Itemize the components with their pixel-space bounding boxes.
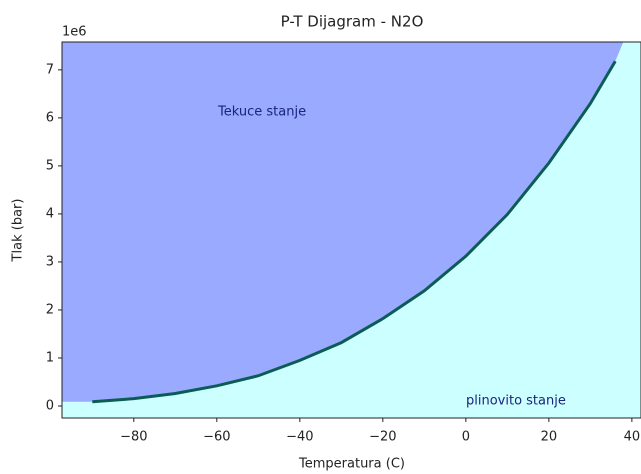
y-tick-label: 1: [46, 350, 54, 365]
y-tick-label: 6: [46, 110, 54, 125]
x-tick-label: −40: [286, 430, 313, 445]
y-tick-label: 4: [46, 206, 54, 221]
annotation: plinovito stanje: [466, 394, 566, 409]
annotation: Tekuce stanje: [217, 105, 306, 120]
x-tick-label: −20: [369, 430, 396, 445]
y-tick-label: 2: [46, 302, 54, 317]
x-tick-label: 40: [624, 430, 641, 445]
plot-frame: [61, 41, 641, 419]
x-tick-label: −80: [120, 430, 147, 445]
x-tick-label: −60: [203, 430, 230, 445]
x-tick-label: 20: [541, 430, 558, 445]
y-tick-label: 7: [46, 62, 54, 77]
y-tick-label: 3: [46, 254, 54, 269]
line: [92, 60, 617, 404]
chart-title: P-T Dijagram - N2O: [281, 13, 424, 31]
x-axis-label: Temperatura (C): [298, 457, 405, 472]
y-tick-label: 0: [46, 398, 54, 413]
y-offset-label: 1e6: [62, 25, 87, 40]
y-axis-label: Tlak (bar): [11, 199, 26, 263]
y-tick-label: 5: [46, 158, 54, 173]
x-tick-label: 0: [462, 430, 470, 445]
liquid-region: [62, 42, 624, 402]
